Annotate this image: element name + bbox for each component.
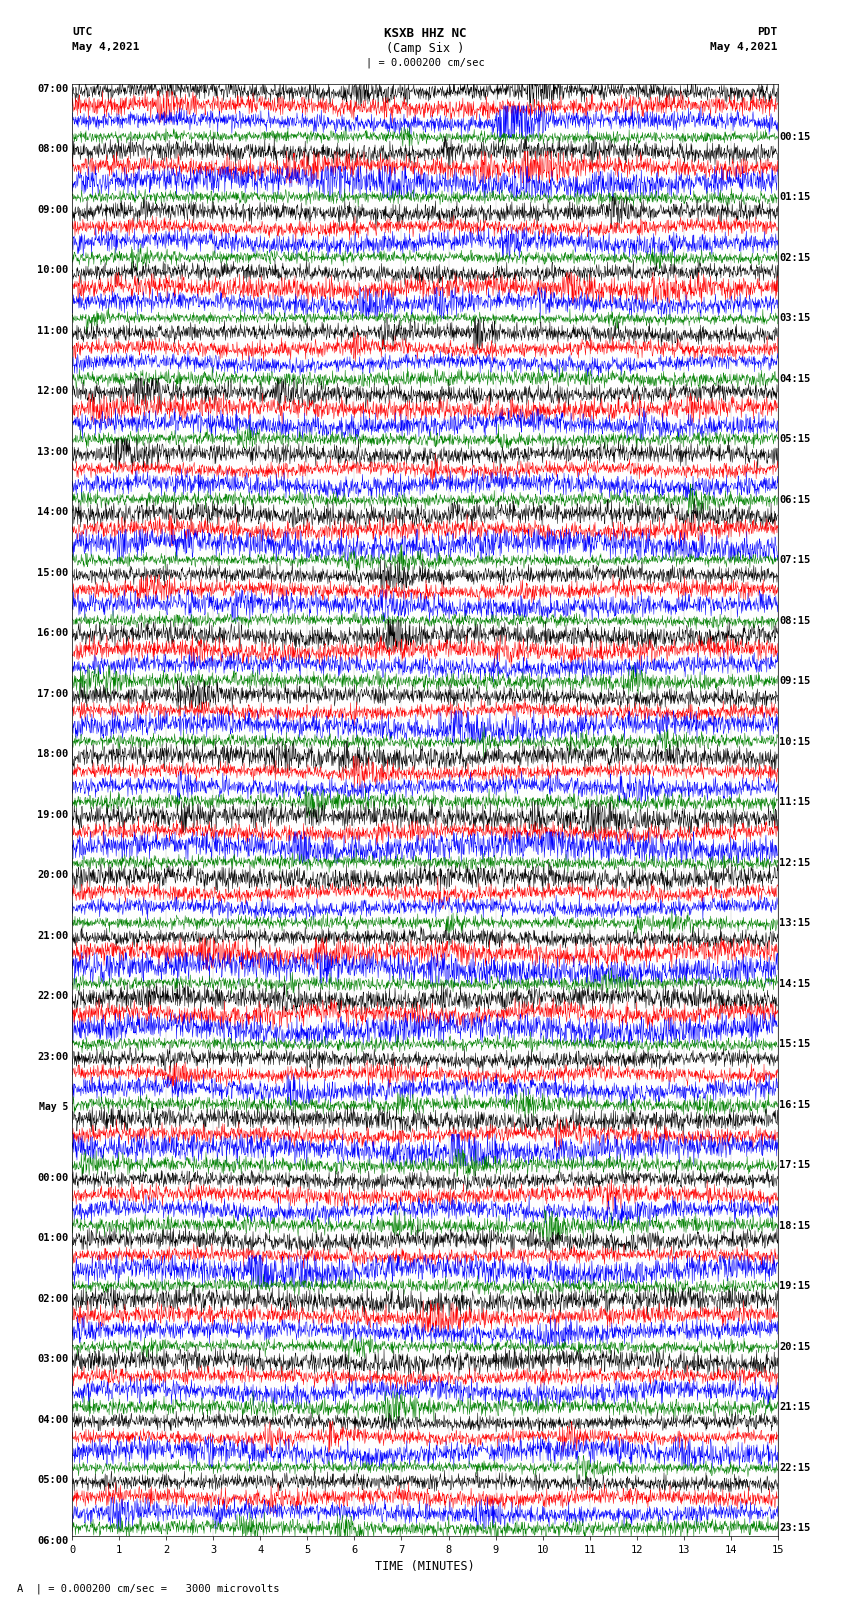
Text: May 4,2021: May 4,2021 (711, 42, 778, 52)
Text: 20:00: 20:00 (37, 871, 69, 881)
Text: 20:15: 20:15 (779, 1342, 810, 1352)
Text: 02:15: 02:15 (779, 253, 810, 263)
Text: 13:00: 13:00 (37, 447, 69, 456)
Text: 04:15: 04:15 (779, 374, 810, 384)
Text: 19:15: 19:15 (779, 1281, 810, 1290)
Text: | = 0.000200 cm/sec: | = 0.000200 cm/sec (366, 58, 484, 68)
Text: 18:15: 18:15 (779, 1221, 810, 1231)
Text: 17:15: 17:15 (779, 1160, 810, 1169)
Text: 00:15: 00:15 (779, 132, 810, 142)
Text: 13:15: 13:15 (779, 918, 810, 927)
Text: 08:00: 08:00 (37, 145, 69, 155)
Text: May 4,2021: May 4,2021 (72, 42, 139, 52)
Text: 10:15: 10:15 (779, 737, 810, 747)
Text: 12:00: 12:00 (37, 387, 69, 397)
Text: 15:15: 15:15 (779, 1039, 810, 1048)
Text: 06:00: 06:00 (37, 1536, 69, 1545)
Text: 09:15: 09:15 (779, 676, 810, 686)
Text: UTC: UTC (72, 27, 93, 37)
Text: 03:15: 03:15 (779, 313, 810, 323)
Text: 00:00: 00:00 (37, 1173, 69, 1182)
Text: 10:00: 10:00 (37, 266, 69, 276)
Text: 16:15: 16:15 (779, 1100, 810, 1110)
Text: 19:00: 19:00 (37, 810, 69, 819)
Text: 07:15: 07:15 (779, 555, 810, 565)
Text: May 5: May 5 (39, 1102, 69, 1113)
Text: 09:00: 09:00 (37, 205, 69, 215)
Text: 02:00: 02:00 (37, 1294, 69, 1303)
Text: 14:00: 14:00 (37, 506, 69, 518)
Text: (Camp Six ): (Camp Six ) (386, 42, 464, 55)
Text: 01:15: 01:15 (779, 192, 810, 202)
Text: 04:00: 04:00 (37, 1415, 69, 1424)
Text: 21:15: 21:15 (779, 1402, 810, 1411)
Text: 03:00: 03:00 (37, 1355, 69, 1365)
Text: 14:15: 14:15 (779, 979, 810, 989)
Text: 23:15: 23:15 (779, 1523, 810, 1532)
Text: 15:00: 15:00 (37, 568, 69, 577)
Text: 18:00: 18:00 (37, 748, 69, 760)
Text: 11:15: 11:15 (779, 797, 810, 806)
Text: A  | = 0.000200 cm/sec =   3000 microvolts: A | = 0.000200 cm/sec = 3000 microvolts (17, 1584, 280, 1594)
Text: 21:00: 21:00 (37, 931, 69, 940)
Text: KSXB HHZ NC: KSXB HHZ NC (383, 27, 467, 40)
Text: 22:00: 22:00 (37, 990, 69, 1002)
Text: 05:00: 05:00 (37, 1474, 69, 1486)
Text: 23:00: 23:00 (37, 1052, 69, 1061)
Text: 06:15: 06:15 (779, 495, 810, 505)
Text: 22:15: 22:15 (779, 1463, 810, 1473)
Text: 16:00: 16:00 (37, 629, 69, 639)
Text: PDT: PDT (757, 27, 778, 37)
Text: 01:00: 01:00 (37, 1232, 69, 1244)
Text: 11:00: 11:00 (37, 326, 69, 336)
Text: 07:00: 07:00 (37, 84, 69, 94)
X-axis label: TIME (MINUTES): TIME (MINUTES) (375, 1560, 475, 1573)
Text: 12:15: 12:15 (779, 858, 810, 868)
Text: 05:15: 05:15 (779, 434, 810, 444)
Text: 08:15: 08:15 (779, 616, 810, 626)
Text: 17:00: 17:00 (37, 689, 69, 698)
